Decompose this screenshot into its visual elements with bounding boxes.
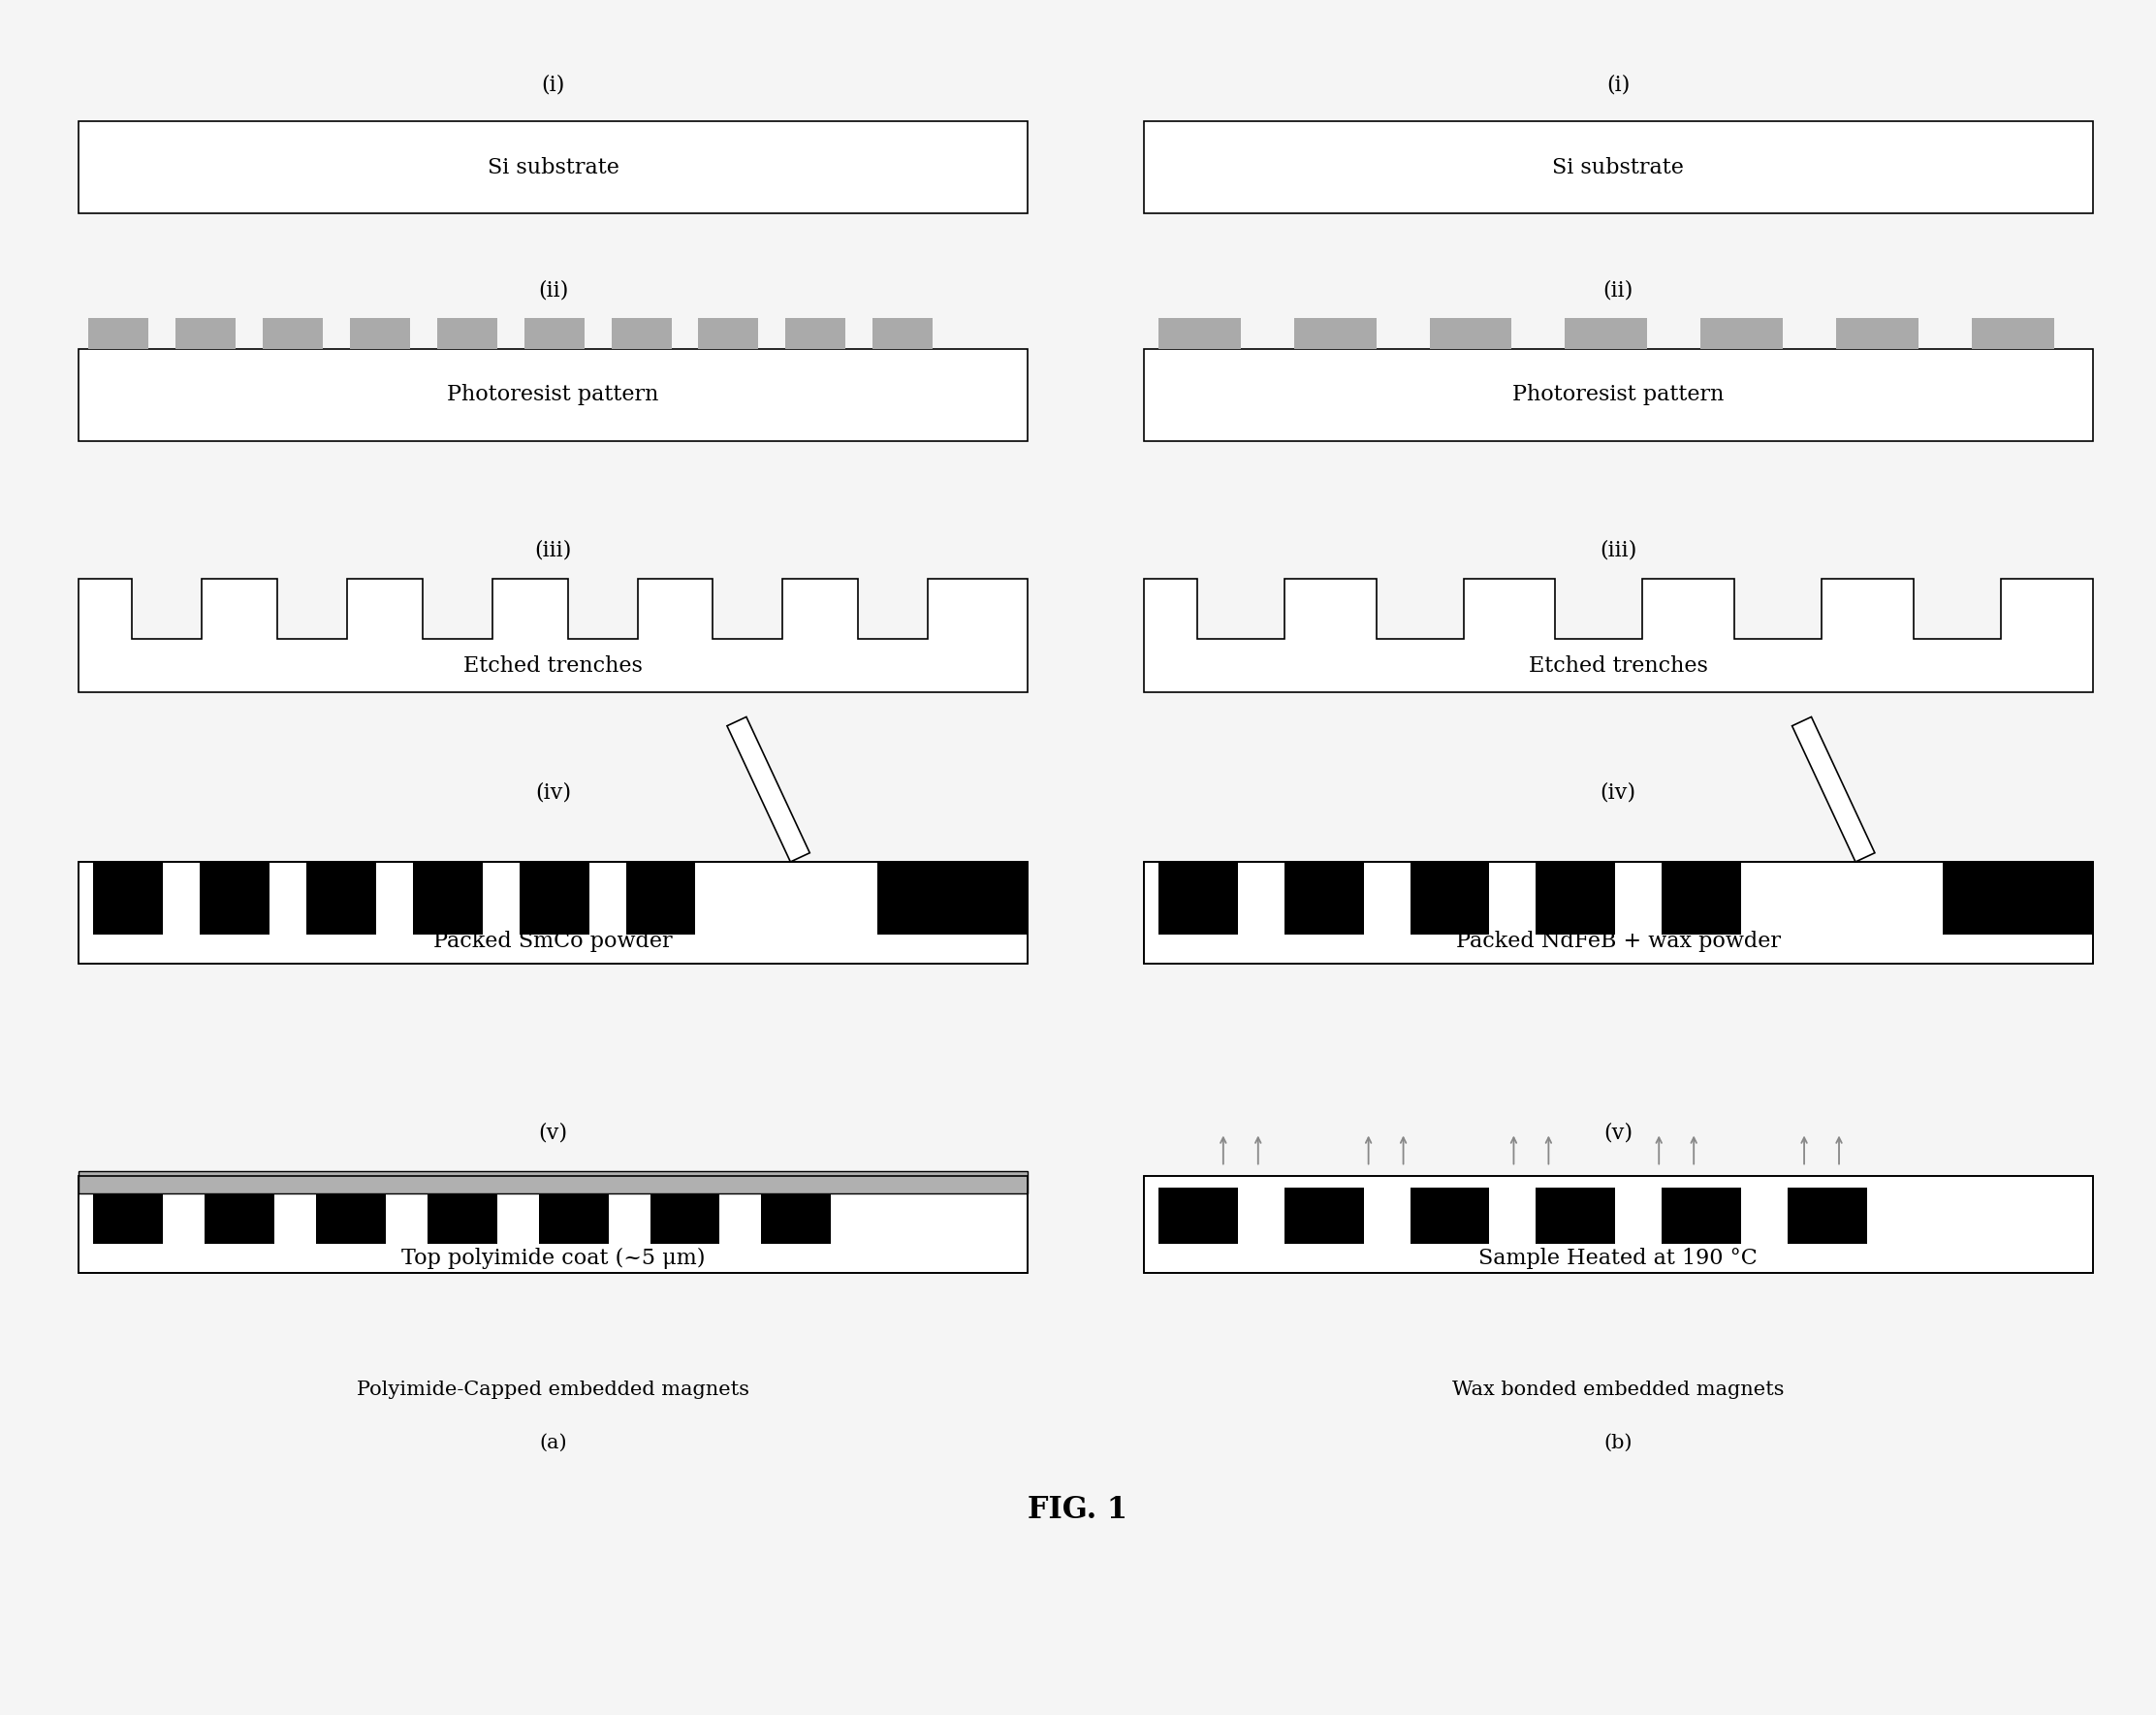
Bar: [427, 1188, 498, 1243]
Bar: [1662, 863, 1742, 935]
Bar: [520, 863, 589, 935]
Bar: [1145, 863, 2093, 964]
Bar: [699, 317, 759, 348]
Bar: [175, 317, 235, 348]
Polygon shape: [1792, 717, 1876, 863]
Bar: [1158, 863, 1238, 935]
Text: Polyimide-Capped embedded magnets: Polyimide-Capped embedded magnets: [358, 1381, 750, 1399]
Text: Etched trenches: Etched trenches: [464, 655, 642, 676]
Bar: [1145, 122, 2093, 213]
Text: Si substrate: Si substrate: [1552, 156, 1684, 178]
Bar: [761, 1188, 830, 1243]
Text: (iii): (iii): [535, 540, 571, 561]
Polygon shape: [1145, 580, 2093, 693]
Bar: [263, 317, 323, 348]
Bar: [612, 317, 671, 348]
Text: FIG. 1: FIG. 1: [1028, 1495, 1128, 1525]
Bar: [1701, 317, 1783, 348]
Bar: [1410, 1188, 1490, 1243]
Text: (iv): (iv): [535, 782, 571, 803]
Bar: [349, 317, 410, 348]
Text: Wax bonded embedded magnets: Wax bonded embedded magnets: [1453, 1381, 1785, 1399]
Bar: [80, 1176, 1028, 1273]
Text: (iv): (iv): [1600, 782, 1636, 803]
Bar: [1565, 317, 1647, 348]
Bar: [438, 317, 498, 348]
Bar: [1535, 863, 1615, 935]
Text: Packed SmCo powder: Packed SmCo powder: [433, 931, 673, 952]
Bar: [1294, 317, 1376, 348]
Text: Si substrate: Si substrate: [487, 156, 619, 178]
Bar: [1158, 1188, 1238, 1243]
Bar: [1837, 317, 1919, 348]
Bar: [205, 1188, 274, 1243]
Bar: [539, 1188, 608, 1243]
Text: Etched trenches: Etched trenches: [1529, 655, 1708, 676]
Text: Sample Heated at 190 °C: Sample Heated at 190 °C: [1479, 1249, 1757, 1269]
Text: Packed NdFeB + wax powder: Packed NdFeB + wax powder: [1455, 931, 1781, 952]
Text: (v): (v): [1604, 1122, 1632, 1144]
Bar: [651, 1188, 720, 1243]
Bar: [1410, 863, 1490, 935]
Bar: [93, 1188, 164, 1243]
Bar: [317, 1188, 386, 1243]
Text: (iii): (iii): [1600, 540, 1636, 561]
Text: (b): (b): [1604, 1434, 1632, 1453]
Text: Top polyimide coat (~5 μm): Top polyimide coat (~5 μm): [401, 1249, 705, 1269]
Bar: [80, 1176, 1028, 1273]
Bar: [412, 863, 483, 935]
Bar: [785, 317, 845, 348]
Bar: [80, 122, 1028, 213]
Text: (a): (a): [539, 1434, 567, 1453]
Bar: [524, 317, 584, 348]
Text: Photoresist pattern: Photoresist pattern: [1511, 384, 1725, 405]
Bar: [877, 863, 1028, 935]
Bar: [1145, 863, 2093, 964]
Bar: [80, 863, 1028, 964]
Text: (ii): (ii): [539, 280, 569, 302]
Bar: [1145, 348, 2093, 441]
Bar: [80, 1171, 1028, 1194]
Bar: [201, 863, 270, 935]
Bar: [1158, 317, 1240, 348]
Text: (v): (v): [539, 1122, 567, 1144]
Text: Photoresist pattern: Photoresist pattern: [448, 384, 660, 405]
Polygon shape: [80, 580, 1028, 693]
Bar: [80, 348, 1028, 441]
Bar: [93, 863, 164, 935]
Text: (ii): (ii): [1604, 280, 1634, 302]
Bar: [1285, 1188, 1363, 1243]
Polygon shape: [727, 717, 811, 863]
Bar: [306, 863, 375, 935]
Bar: [1535, 1188, 1615, 1243]
Bar: [1971, 317, 2055, 348]
Bar: [625, 863, 696, 935]
Text: (i): (i): [541, 74, 565, 96]
Bar: [88, 317, 149, 348]
Bar: [1943, 863, 2093, 935]
Bar: [873, 317, 934, 348]
Bar: [1145, 1176, 2093, 1273]
Bar: [1285, 863, 1363, 935]
Bar: [1787, 1188, 1867, 1243]
Bar: [1145, 1176, 2093, 1273]
Text: (i): (i): [1606, 74, 1630, 96]
Bar: [1429, 317, 1511, 348]
Bar: [80, 863, 1028, 964]
Bar: [1662, 1188, 1742, 1243]
